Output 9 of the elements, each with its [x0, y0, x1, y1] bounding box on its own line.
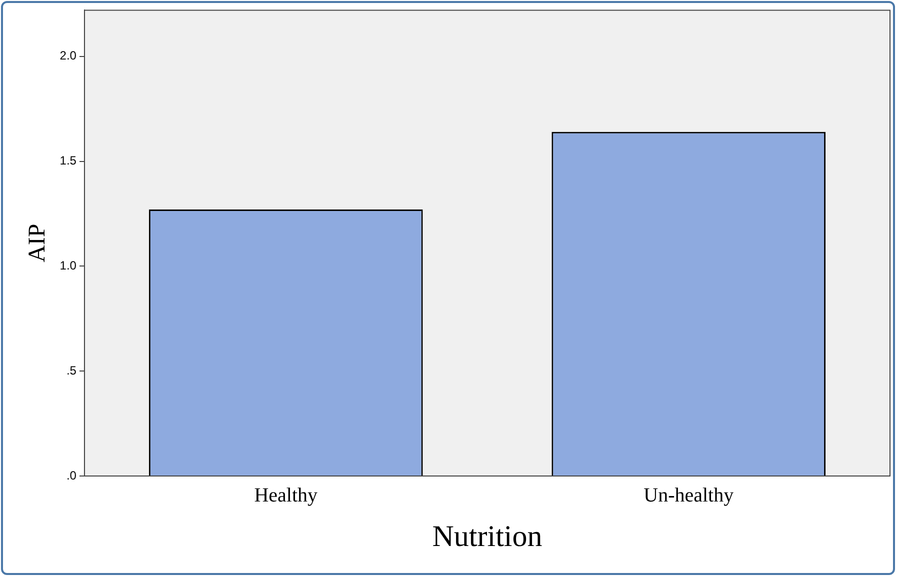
x-tick-label: Healthy	[254, 484, 318, 506]
y-axis-title: AIP	[24, 224, 51, 262]
x-axis-title: Nutrition	[432, 520, 542, 553]
y-tick-label: .0	[66, 468, 77, 482]
y-tick-label: 2.0	[60, 48, 77, 63]
y-tick-label: .5	[66, 363, 77, 378]
y-tick-label: 1.5	[60, 154, 77, 168]
x-tick-label: Un-healthy	[644, 484, 734, 506]
y-tick-label: 1.0	[60, 258, 77, 272]
